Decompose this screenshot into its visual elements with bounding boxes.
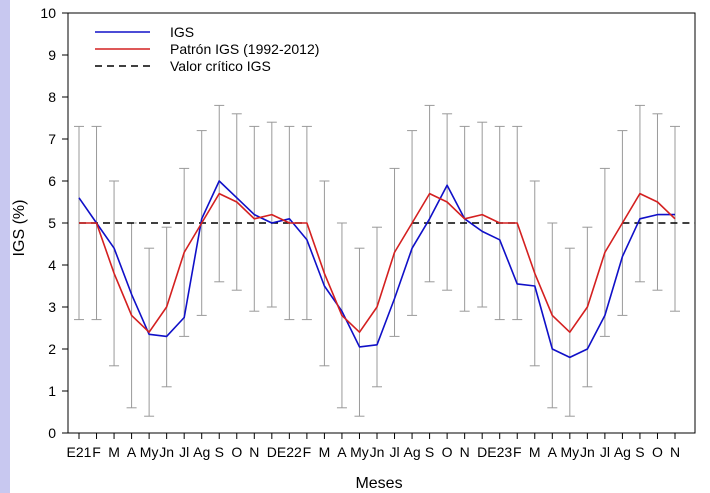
x-tick-label: M [319, 444, 331, 460]
x-tick-label: O [652, 444, 663, 460]
series-line-0 [78, 180, 675, 359]
y-tick-label: 10 [40, 5, 56, 21]
x-tick-label: A [337, 444, 347, 460]
y-tick-label: 3 [48, 299, 56, 315]
y-tick-label: 6 [48, 173, 56, 189]
x-tick-label: D [477, 444, 487, 460]
x-tick-label: M [529, 444, 541, 460]
window-edge-strip [0, 0, 10, 493]
x-tick-label: O [231, 444, 242, 460]
legend-label-1: Patrón IGS (1992-2012) [170, 41, 319, 57]
x-tick-label: Jl [179, 444, 189, 460]
x-tick-label: My [560, 444, 579, 460]
x-tick-label: Jn [159, 444, 174, 460]
x-tick-label: Ag [193, 444, 210, 460]
x-tick-label: S [425, 444, 434, 460]
y-tick-label: 8 [48, 89, 56, 105]
x-tick-label: E23 [487, 444, 512, 460]
x-tick-label: Jl [600, 444, 610, 460]
x-tick-label: Jn [370, 444, 385, 460]
x-tick-label: A [548, 444, 558, 460]
x-tick-label: M [108, 444, 120, 460]
x-tick-label: My [140, 444, 159, 460]
y-tick-label: 1 [48, 383, 56, 399]
x-tick-label: S [635, 444, 644, 460]
y-tick-label: 7 [48, 131, 56, 147]
y-tick-label: 2 [48, 341, 56, 357]
y-tick-label: 9 [48, 47, 56, 63]
x-tick-label: N [670, 444, 680, 460]
x-tick-label: E22 [277, 444, 302, 460]
legend-label-0: IGS [170, 24, 194, 40]
y-axis-title: IGS (%) [11, 200, 28, 257]
x-tick-label: N [249, 444, 259, 460]
y-tick-label: 5 [48, 215, 56, 231]
x-tick-label: A [127, 444, 137, 460]
x-tick-label: My [350, 444, 369, 460]
x-tick-label: O [442, 444, 453, 460]
x-tick-label: F [303, 444, 312, 460]
x-tick-label: Ag [403, 444, 420, 460]
y-tick-label: 4 [48, 257, 56, 273]
x-tick-label: N [460, 444, 470, 460]
legend-label-2: Valor crítico IGS [170, 58, 271, 74]
x-tick-label: E21 [67, 444, 92, 460]
x-axis-title: Meses [355, 475, 402, 492]
x-tick-label: D [267, 444, 277, 460]
x-tick-label: Ag [614, 444, 631, 460]
x-tick-label: Jn [580, 444, 595, 460]
series-line-1 [79, 192, 676, 334]
x-tick-label: Jl [389, 444, 399, 460]
x-tick-label: F [92, 444, 101, 460]
y-tick-label: 0 [48, 425, 56, 441]
plot-frame [67, 12, 696, 434]
x-tick-label: S [215, 444, 224, 460]
x-tick-label: F [513, 444, 522, 460]
